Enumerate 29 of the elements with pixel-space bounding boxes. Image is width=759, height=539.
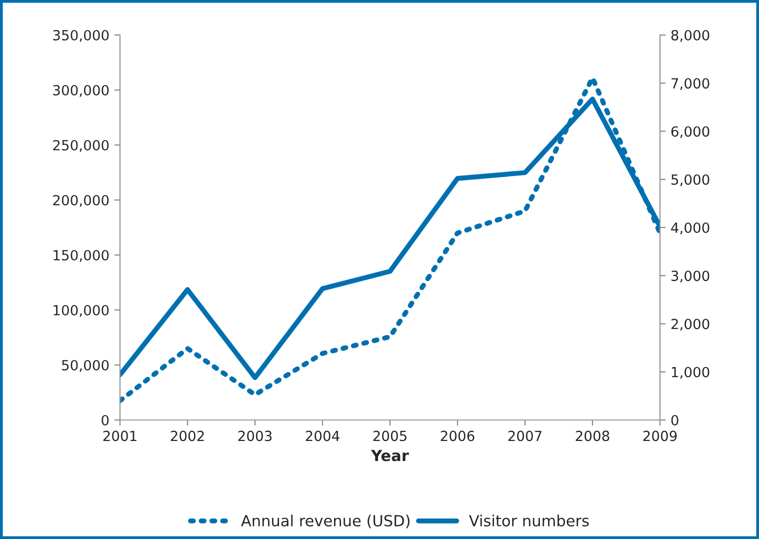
legend-label: Visitor numbers (469, 514, 589, 526)
x-tick-label: 2003 (238, 430, 272, 442)
y2-tick-label: 4,000 (671, 222, 710, 234)
x-tick-label: 2008 (576, 430, 610, 442)
y2-tick-label: 0 (671, 414, 678, 426)
x-tick-label: 2005 (373, 430, 406, 442)
y-tick-label: 150,000 (54, 250, 109, 262)
y2-tick-label: 1,000 (672, 366, 710, 379)
y-tick-label: 200,000 (53, 194, 109, 207)
x-tick-label: 2001 (103, 430, 136, 442)
x-axis-title: Year (370, 450, 409, 462)
y2-tick-label: 3,000 (671, 270, 710, 283)
x-tick-label: 2004 (306, 430, 340, 442)
x-tick-label: 2009 (643, 430, 677, 442)
x-tick-label: 2002 (170, 430, 204, 442)
y-tick-label: 300,000 (53, 84, 109, 97)
legend-label: Annual revenue (USD) (241, 514, 410, 528)
x-tick-label: 2006 (440, 430, 474, 442)
y2-tick-label: 7,000 (672, 78, 710, 90)
y2-tick-label: 6,000 (671, 126, 710, 138)
y-tick-label: 50,000 (62, 360, 109, 372)
y2-tick-label: 8,000 (671, 30, 710, 42)
x-tick-label: 2007 (508, 430, 542, 442)
y2-tick-label: 5,000 (671, 174, 710, 186)
y-tick-label: 350,000 (53, 30, 109, 42)
y2-tick-label: 2,000 (671, 318, 710, 331)
y-tick-label: 0 (102, 414, 109, 426)
y-tick-label: 250,000 (53, 140, 109, 152)
y-tick-label: 100,000 (54, 304, 109, 317)
